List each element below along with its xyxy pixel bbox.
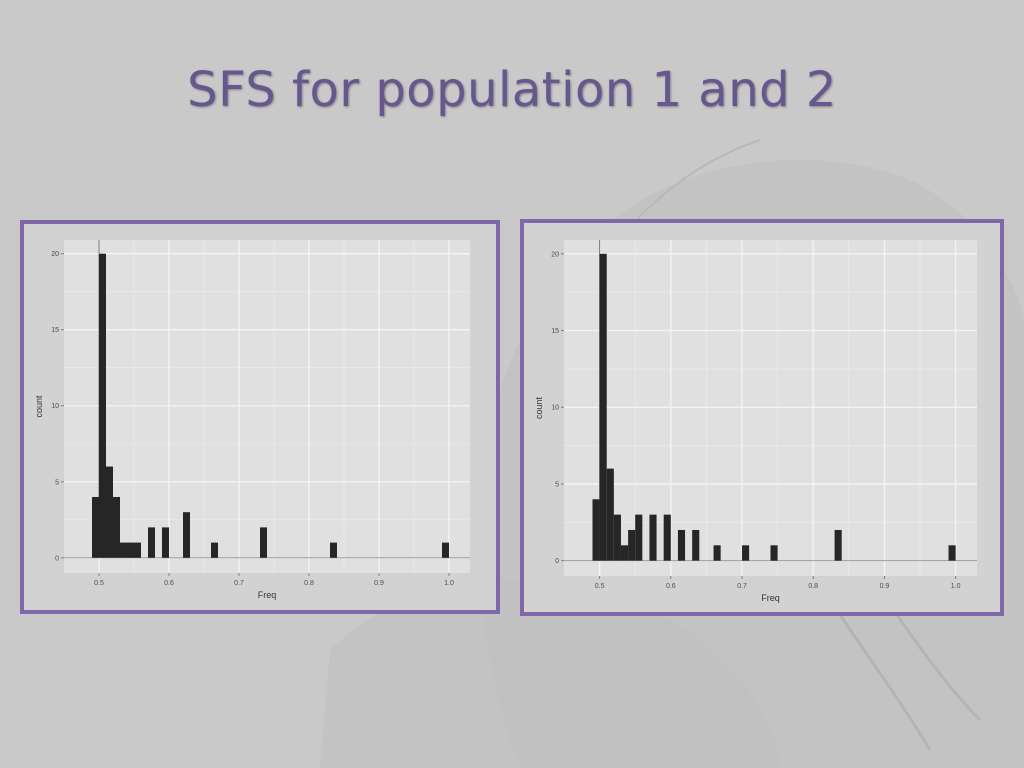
histogram-bar: [834, 529, 842, 561]
x-tick-label: 0.9: [880, 583, 890, 590]
histogram-bar: [113, 496, 120, 558]
histogram-bar: [770, 545, 778, 561]
x-tick-label: 1.0: [444, 580, 454, 587]
x-tick-label: 0.6: [666, 583, 676, 590]
y-tick-label: 20: [51, 251, 59, 258]
y-tick-label: 20: [551, 251, 559, 258]
histogram-bar: [677, 529, 686, 561]
histogram-bar: [613, 514, 621, 561]
histogram-bar: [162, 527, 169, 558]
histogram-bar: [635, 514, 643, 561]
x-tick-label: 0.8: [304, 580, 314, 587]
x-axis-label: Freq: [761, 593, 780, 603]
y-axis-label: count: [34, 395, 44, 418]
histogram-bar: [211, 542, 218, 558]
histogram-bar: [713, 545, 721, 561]
y-tick-label: 15: [551, 328, 559, 335]
histogram-bar: [106, 466, 113, 558]
histogram-bar: [606, 468, 614, 561]
chart-frame-population-1: 0.5 0.6 0.7 0.8 0.9 1.0 0 5 10 15 20 Freq count: [20, 220, 500, 614]
y-tick-label: 5: [555, 481, 559, 488]
histogram-bar: [260, 527, 267, 558]
x-axis-label: Freq: [258, 590, 277, 600]
slide-title: SFS for population 1 and 2: [187, 62, 837, 118]
histogram-bar: [183, 512, 190, 558]
y-tick-label: 0: [55, 555, 59, 562]
plot-panel: [64, 240, 470, 573]
y-tick-label: 10: [551, 405, 559, 412]
histogram-bar: [99, 253, 106, 558]
histogram-bar: [127, 542, 134, 558]
histogram-bar: [330, 542, 337, 558]
plot-panel: [564, 240, 977, 576]
histogram-bar: [120, 542, 127, 558]
y-tick-label: 0: [555, 558, 559, 565]
histogram-bar: [628, 529, 636, 561]
histogram-bar: [442, 542, 449, 558]
histogram-population-2: 0.5 0.6 0.7 0.8 0.9 1.0 0 5 10 15 20 Freq count: [534, 240, 977, 603]
histogram-bar: [948, 545, 956, 561]
x-tick-label: 0.7: [234, 580, 244, 587]
histogram-bar: [148, 527, 155, 558]
y-tick-label: 5: [55, 479, 59, 486]
x-tick-label: 0.5: [595, 583, 605, 590]
histogram-bar: [692, 529, 700, 561]
histogram-bar: [663, 514, 671, 561]
histogram-bar: [134, 542, 141, 558]
x-tick-label: 0.8: [808, 583, 818, 590]
histogram-bar: [620, 545, 629, 561]
x-tick-label: 0.7: [737, 583, 747, 590]
histogram-bar: [599, 253, 607, 561]
x-tick-label: 0.6: [164, 580, 174, 587]
histogram-bar: [742, 545, 750, 561]
x-tick-label: 1.0: [951, 583, 961, 590]
histogram-population-1: 0.5 0.6 0.7 0.8 0.9 1.0 0 5 10 15 20 Freq count: [34, 240, 470, 600]
histogram-bar: [92, 496, 99, 558]
histogram-bar: [592, 499, 600, 561]
chart-frame-population-2: 0.5 0.6 0.7 0.8 0.9 1.0 0 5 10 15 20 Freq count: [520, 219, 1004, 616]
y-tick-label: 15: [51, 327, 59, 334]
histogram-bar: [649, 514, 657, 561]
x-tick-label: 0.5: [94, 580, 104, 587]
y-axis-label: count: [534, 396, 544, 419]
x-tick-label: 0.9: [374, 580, 384, 587]
y-tick-label: 10: [51, 403, 59, 410]
